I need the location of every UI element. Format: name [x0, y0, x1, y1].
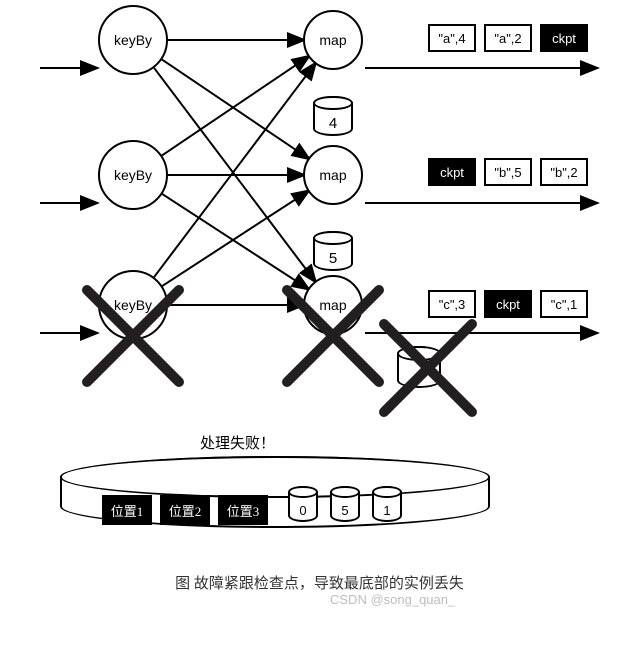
stream-box-2-1: ckpt [428, 158, 476, 186]
state-cylinder-1-label: 4 [313, 115, 353, 132]
figure-caption: 图 故障紧跟检查点，导致最底部的实例丢失 [0, 572, 639, 593]
stream-box-3-3: "c",1 [540, 290, 588, 318]
csdn-watermark: CSDN @song_quan_ [330, 592, 455, 607]
keyby-2-node: keyBy [98, 140, 168, 210]
stream-box-1-2: "a",2 [484, 24, 532, 52]
position-box-1: 位置1 [102, 495, 152, 525]
state-cylinder-2: 5 [313, 231, 353, 271]
keyby-1-label: keyBy [114, 32, 152, 48]
diagram-stage: keyBy keyBy keyBy map map map 4 5 "a",4 "… [0, 0, 639, 648]
store-cylinder-2: 5 [330, 486, 360, 522]
map-3-node: map [303, 275, 363, 335]
map-1-node: map [303, 10, 363, 70]
map-1-label: map [319, 32, 346, 48]
state-cylinder-1: 4 [313, 96, 353, 136]
keyby-3-node: keyBy [98, 270, 168, 340]
store-cylinder-3: 1 [372, 486, 402, 522]
map-2-node: map [303, 145, 363, 205]
stream-box-1-3: ckpt [540, 24, 588, 52]
map-2-label: map [319, 167, 346, 183]
map-3-label: map [319, 297, 346, 313]
position-box-3: 位置3 [218, 495, 268, 525]
keyby-1-node: keyBy [98, 5, 168, 75]
stream-box-1-1: "a",4 [428, 24, 476, 52]
state-cylinder-3 [397, 346, 441, 388]
position-box-2: 位置2 [160, 495, 210, 525]
stream-box-2-3: "b",2 [540, 158, 588, 186]
state-cylinder-2-label: 5 [313, 250, 353, 267]
stream-box-2-2: "b",5 [484, 158, 532, 186]
stream-box-3-2: ckpt [484, 290, 532, 318]
store-cylinder-1: 0 [288, 486, 318, 522]
keyby-3-label: keyBy [114, 297, 152, 313]
failure-label: 处理失败！ [200, 432, 275, 453]
stream-box-3-1: "c",3 [428, 290, 476, 318]
keyby-2-label: keyBy [114, 167, 152, 183]
